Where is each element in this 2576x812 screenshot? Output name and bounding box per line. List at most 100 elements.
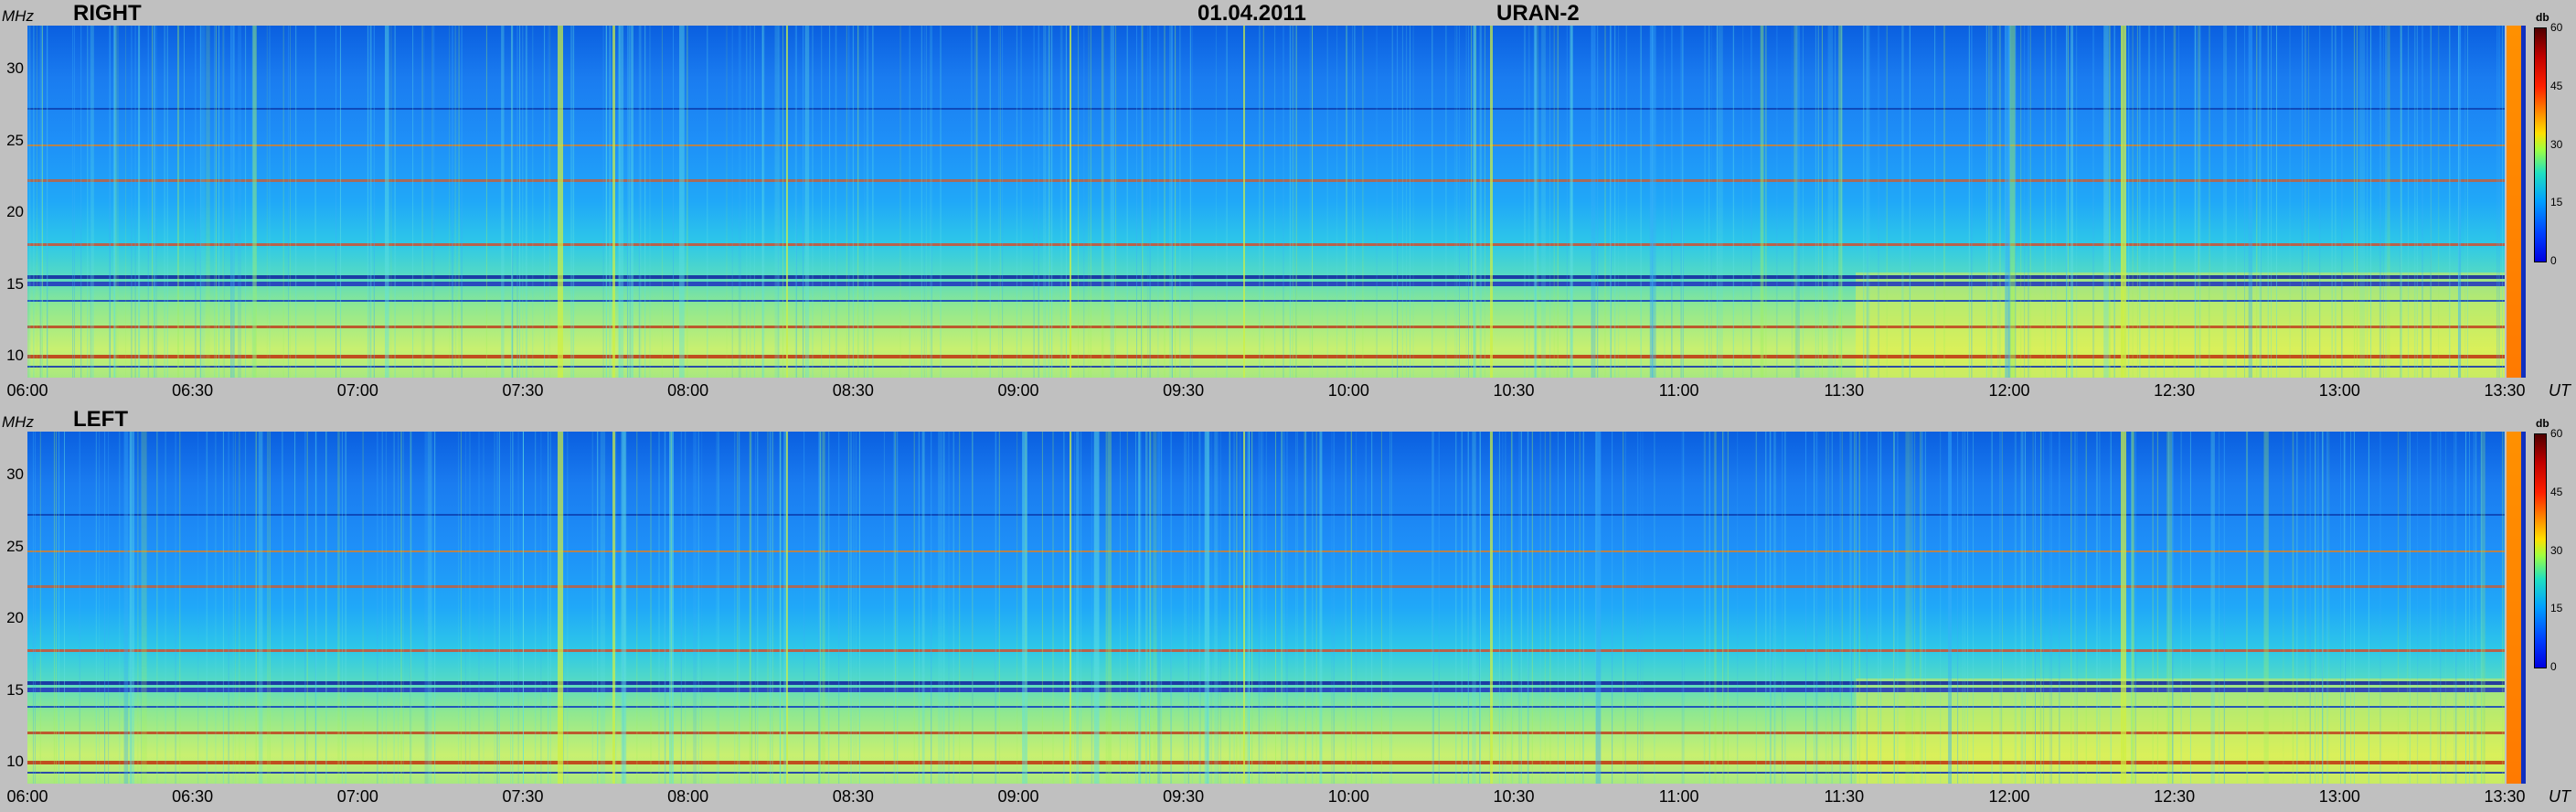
burst-streak (1251, 432, 1253, 784)
burst-streak (1782, 432, 1783, 784)
burst-streak (469, 432, 471, 784)
burst-streak (267, 432, 269, 784)
burst-streak (610, 26, 612, 378)
burst-streak (72, 26, 74, 378)
burst-streak (29, 26, 31, 378)
burst-streak (1850, 432, 1852, 784)
burst-streak (1652, 26, 1654, 378)
burst-streak (819, 432, 821, 784)
burst-streak (423, 26, 425, 378)
burst-streak (1988, 26, 1990, 378)
burst-streak (931, 26, 932, 378)
burst-streak (2504, 432, 2505, 784)
burst-streak (2210, 432, 2215, 784)
burst-streak (1715, 432, 1717, 784)
burst-streak (2247, 432, 2249, 784)
burst-streak (1126, 26, 1128, 378)
burst-streak (2354, 432, 2355, 784)
burst-streak (995, 432, 996, 784)
burst-streak (1914, 432, 1916, 784)
spectrogram-panel-right: MHz RIGHT 01.04.2011 URAN-2 db 30 25 20 15 1… (2, 1, 2571, 400)
burst-streak (627, 26, 628, 378)
burst-streak (1839, 432, 1841, 784)
strong-burst (786, 26, 788, 378)
burst-streak (567, 432, 569, 784)
burst-streak (1535, 26, 1537, 378)
burst-streak (2066, 26, 2068, 378)
burst-streak (623, 432, 625, 784)
burst-streak (858, 432, 860, 784)
burst-streak (458, 432, 460, 784)
burst-streak (1088, 26, 1090, 378)
burst-streak (925, 26, 927, 378)
burst-streak (2131, 432, 2133, 784)
burst-streak (2049, 432, 2050, 784)
burst-streak (1262, 26, 1264, 378)
burst-streak (549, 26, 551, 378)
burst-streak (2134, 432, 2136, 784)
burst-streak (995, 432, 997, 784)
burst-streak (1610, 26, 1612, 378)
horizontal-band (27, 706, 2505, 708)
burst-streak (1474, 26, 1476, 378)
burst-streak (138, 26, 139, 378)
burst-streak (1078, 26, 1079, 378)
burst-streak (857, 26, 859, 378)
burst-streak (137, 432, 139, 784)
burst-streak (2099, 432, 2101, 784)
burst-streak (370, 26, 372, 378)
burst-streak (525, 26, 527, 378)
burst-streak (1198, 432, 1200, 784)
burst-streak (1827, 26, 1834, 378)
burst-streak (1043, 26, 1045, 378)
burst-streak (1259, 26, 1261, 378)
burst-streak (749, 432, 751, 784)
burst-streak (1059, 26, 1061, 378)
burst-streak (2422, 26, 2423, 378)
burst-streak (1479, 26, 1481, 378)
burst-streak (899, 26, 901, 378)
burst-streak (1292, 26, 1293, 378)
burst-streak (1274, 26, 1276, 378)
burst-streak (154, 26, 155, 378)
burst-streak (1189, 26, 1191, 378)
burst-streak (2000, 432, 2002, 784)
burst-streak (629, 26, 631, 378)
burst-streak (2328, 432, 2330, 784)
burst-streak (2172, 432, 2174, 784)
burst-streak (848, 26, 850, 378)
burst-streak (2223, 26, 2225, 378)
burst-streak (852, 26, 854, 378)
burst-streak (339, 26, 341, 378)
burst-streak (570, 26, 573, 378)
burst-streak (2289, 26, 2291, 378)
burst-streak (746, 26, 748, 378)
burst-streak (1642, 432, 1644, 784)
burst-streak (1376, 26, 1378, 378)
burst-streak (306, 432, 308, 784)
burst-streak (215, 432, 217, 784)
burst-streak (1544, 432, 1546, 784)
burst-streak (55, 432, 57, 784)
burst-streak (165, 432, 166, 784)
burst-streak (421, 26, 423, 378)
burst-streak (431, 26, 433, 378)
x-axis-unit: UT (2549, 381, 2571, 400)
burst-streak (1614, 26, 1616, 378)
y-tick-label: 25 (6, 537, 24, 555)
burst-streak (1901, 26, 1904, 378)
burst-streak (673, 26, 674, 378)
burst-streak (1991, 26, 1993, 378)
burst-streak (424, 432, 429, 784)
burst-streak (540, 432, 542, 784)
burst-streak (1063, 432, 1065, 784)
burst-streak (2166, 432, 2173, 784)
burst-streak (866, 26, 868, 378)
burst-streak (1592, 26, 1596, 378)
burst-streak (1312, 26, 1313, 378)
burst-streak (200, 26, 206, 378)
burst-streak (90, 26, 91, 378)
burst-streak (2009, 26, 2011, 378)
y-tick-label: 30 (6, 465, 24, 484)
burst-streak (1704, 26, 1706, 378)
